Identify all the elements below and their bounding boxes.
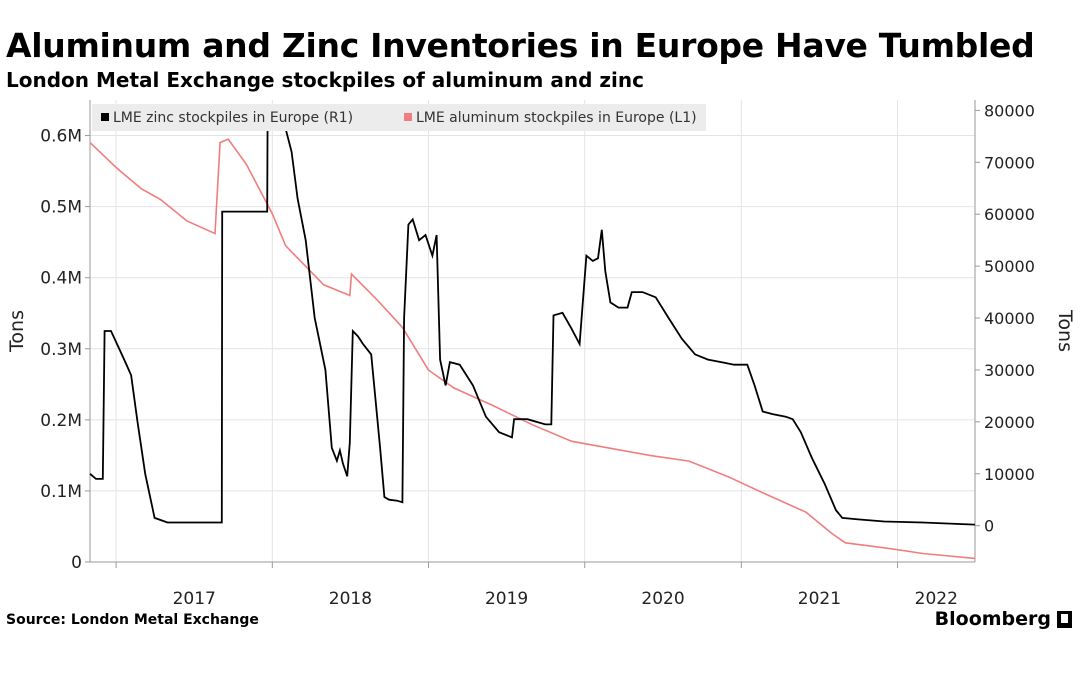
right-tick-label: 0 xyxy=(984,517,994,536)
left-tick-label: 0.3M xyxy=(40,340,82,360)
right-tick-label: 80000 xyxy=(984,101,1035,120)
source-note: Source: London Metal Exchange xyxy=(6,612,259,628)
brand-logo: Bloomberg xyxy=(935,608,1072,630)
right-tick-label: 10000 xyxy=(984,465,1035,484)
left-tick-label: 0.2M xyxy=(40,411,82,431)
x-tick-label: 2019 xyxy=(485,589,528,609)
right-tick-label: 50000 xyxy=(984,257,1035,276)
x-tick-label: 2018 xyxy=(329,589,372,609)
x-tick-label: 2017 xyxy=(173,589,216,609)
legend: LME zinc stockpiles in Europe (R1) LME a… xyxy=(92,104,706,131)
right-axis-ticks: 0 10000 20000 30000 40000 50000 60000 70000 8000… xyxy=(975,101,1035,536)
aluminum-series-line xyxy=(89,138,976,560)
x-tick-label: 2022 xyxy=(915,589,958,609)
grid xyxy=(90,100,975,563)
legend-swatch-aluminum xyxy=(404,113,412,121)
right-axis-label: Tons xyxy=(1054,309,1076,352)
left-tick-label: 0.1M xyxy=(40,482,82,502)
right-tick-label: 70000 xyxy=(984,153,1035,172)
legend-swatch-zinc xyxy=(101,113,109,121)
left-tick-label: 0.4M xyxy=(40,269,82,289)
legend-background xyxy=(92,104,706,131)
right-tick-label: 60000 xyxy=(984,205,1035,224)
right-tick-label: 20000 xyxy=(984,413,1035,432)
left-tick-label: 0.5M xyxy=(40,198,82,218)
legend-label-zinc: LME zinc stockpiles in Europe (R1) xyxy=(113,110,353,126)
chart-subtitle: London Metal Exchange stockpiles of alum… xyxy=(6,68,644,92)
right-tick-label: 30000 xyxy=(984,361,1035,380)
right-tick-label: 40000 xyxy=(984,309,1035,328)
left-axis-ticks: 0 0.1M 0.2M 0.3M 0.4M 0.5M 0.6M xyxy=(40,127,90,573)
left-tick-label: 0 xyxy=(71,553,82,573)
chart-title: Aluminum and Zinc Inventories in Europe … xyxy=(6,26,1035,65)
bloomberg-terminal-icon xyxy=(1057,610,1072,628)
x-tick-label: 2021 xyxy=(798,589,841,609)
legend-label-aluminum: LME aluminum stockpiles in Europe (L1) xyxy=(416,110,697,126)
left-axis-label: Tons xyxy=(6,310,28,353)
brand-name: Bloomberg xyxy=(934,608,1051,630)
zinc-series-line xyxy=(89,112,976,526)
left-tick-label: 0.6M xyxy=(40,127,82,147)
x-tick-label: 2020 xyxy=(641,589,684,609)
x-axis-ticks: 2017 2018 2019 2020 2021 2022 xyxy=(90,561,975,609)
